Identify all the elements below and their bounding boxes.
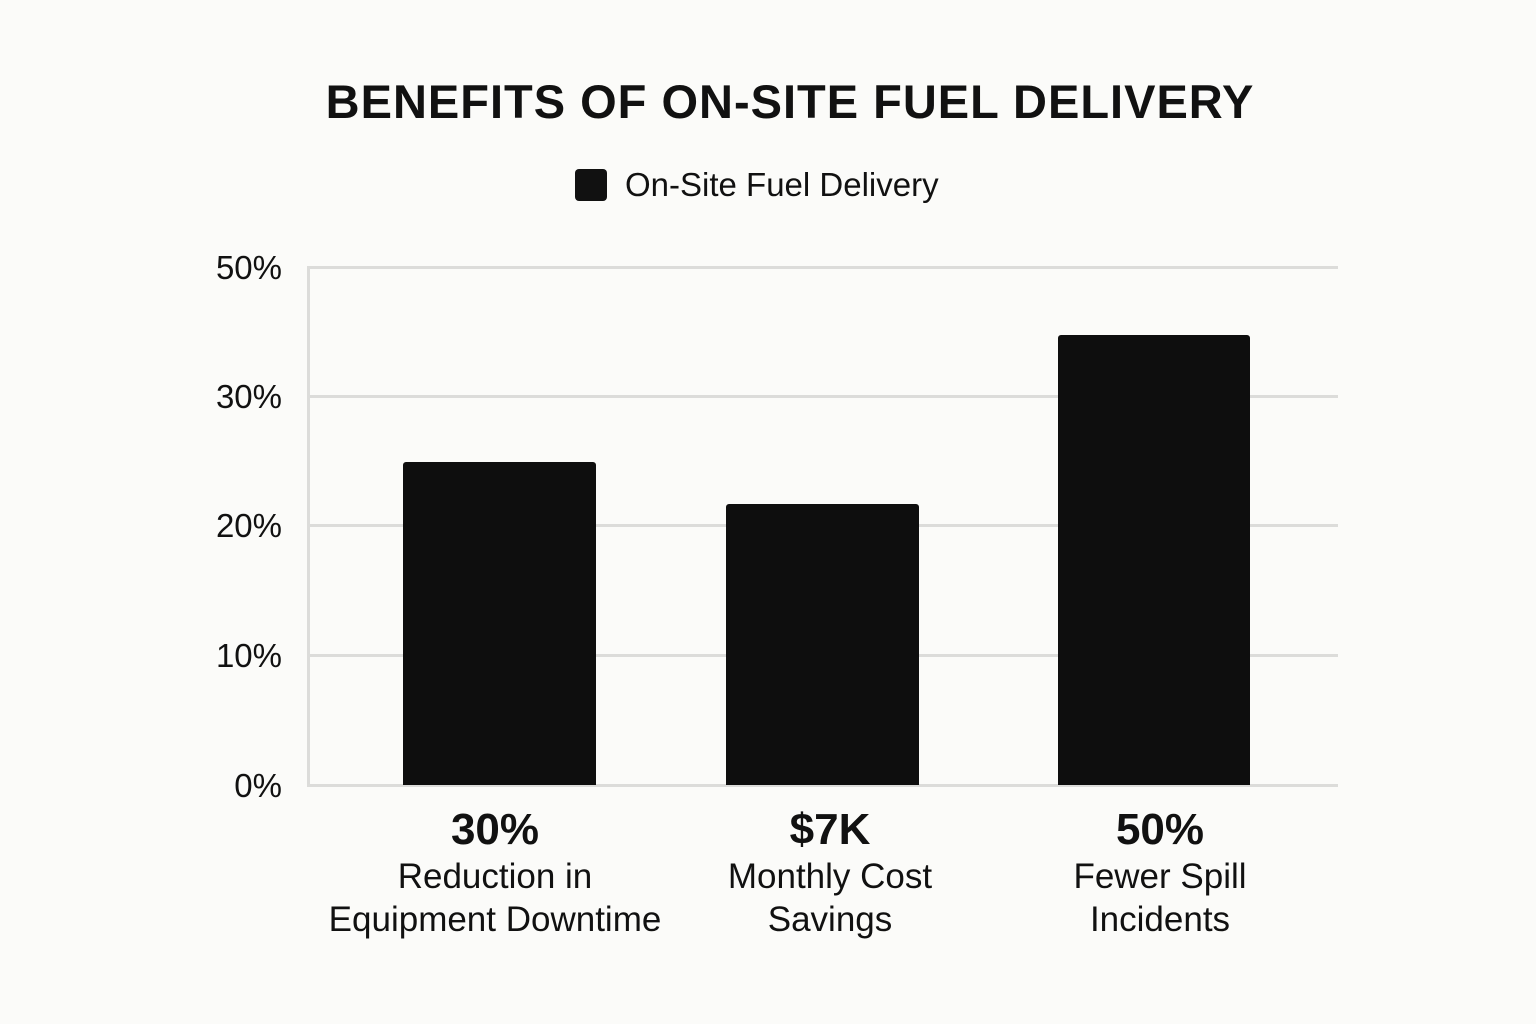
category-headline: 50% [1115,805,1205,854]
legend-swatch [575,169,607,201]
category-line1: Monthly Cost [727,857,933,896]
x-axis-line [308,784,1338,787]
category-line2: Incidents [1089,900,1231,939]
y-tick-label: 30% [215,378,282,415]
y-tick-label: 0% [234,767,282,804]
category-line2: Equipment Downtime [328,900,662,939]
y-axis-line [307,266,310,787]
y-tick-label: 20% [215,507,282,544]
legend-label: On-Site Fuel Delivery [625,166,939,203]
bar [403,461,596,785]
bar [726,504,919,785]
category-label: 50% Fewer Spill Incidents [965,805,1355,941]
category-label: $7K Monthly Cost Savings [635,805,1025,941]
category-label: 30% Reduction in Equipment Downtime [300,805,690,941]
category-headline: $7K [789,805,871,854]
category-line2: Savings [767,900,893,939]
y-tick-label: 50% [215,249,282,286]
legend: On-Site Fuel Delivery [575,166,939,204]
category-headline: 30% [450,805,540,854]
gridline [308,395,1338,398]
chart-title: BENEFITS OF ON-SITE FUEL DELIVERY [325,75,1255,128]
category-line1: Reduction in [397,857,593,896]
y-tick-label: 10% [215,637,282,674]
gridline [308,266,1338,269]
category-line1: Fewer Spill [1073,857,1247,896]
bar [1058,335,1250,785]
